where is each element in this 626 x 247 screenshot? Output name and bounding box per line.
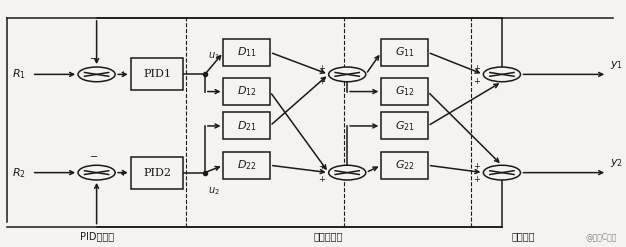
Text: $+$: $+$ — [118, 69, 126, 79]
Text: $+$: $+$ — [473, 63, 481, 73]
Text: $+$: $+$ — [319, 174, 327, 184]
Text: $+$: $+$ — [473, 76, 481, 85]
Text: @我爱C编程: @我爱C编程 — [585, 232, 617, 241]
Text: 解耦控制器: 解耦控制器 — [314, 231, 343, 242]
Text: $G_{12}$: $G_{12}$ — [394, 85, 414, 99]
Circle shape — [329, 165, 366, 180]
Text: $-$: $-$ — [89, 150, 98, 161]
Circle shape — [78, 165, 115, 180]
Text: $y_1$: $y_1$ — [610, 59, 623, 71]
Text: $G_{11}$: $G_{11}$ — [394, 45, 414, 59]
Text: $+$: $+$ — [319, 63, 327, 73]
Text: $R_1$: $R_1$ — [12, 67, 26, 81]
Text: $y_2$: $y_2$ — [610, 157, 623, 169]
Text: $D_{12}$: $D_{12}$ — [237, 85, 257, 99]
Text: $+$: $+$ — [118, 168, 126, 178]
Text: $u_2$: $u_2$ — [208, 185, 220, 197]
FancyBboxPatch shape — [381, 112, 428, 140]
Circle shape — [483, 67, 520, 82]
Text: $G_{21}$: $G_{21}$ — [394, 119, 414, 133]
FancyBboxPatch shape — [131, 58, 183, 90]
FancyBboxPatch shape — [223, 78, 270, 105]
Text: $-$: $-$ — [89, 52, 98, 62]
FancyBboxPatch shape — [131, 157, 183, 189]
Text: 被控对象: 被控对象 — [512, 231, 535, 242]
Text: $G_{22}$: $G_{22}$ — [394, 158, 414, 172]
FancyBboxPatch shape — [223, 112, 270, 140]
Text: $+$: $+$ — [319, 162, 327, 171]
FancyBboxPatch shape — [223, 39, 270, 66]
FancyBboxPatch shape — [381, 39, 428, 66]
Text: PID1: PID1 — [143, 69, 171, 79]
Circle shape — [78, 67, 115, 82]
Text: $+$: $+$ — [473, 162, 481, 171]
Text: $+$: $+$ — [319, 76, 327, 85]
Text: $+$: $+$ — [473, 174, 481, 184]
FancyBboxPatch shape — [223, 152, 270, 179]
Text: PID控制器: PID控制器 — [80, 231, 114, 242]
FancyBboxPatch shape — [381, 152, 428, 179]
Text: $u_1$: $u_1$ — [208, 50, 220, 62]
Text: PID2: PID2 — [143, 168, 171, 178]
Circle shape — [329, 67, 366, 82]
Text: $D_{21}$: $D_{21}$ — [237, 119, 257, 133]
Text: $R_2$: $R_2$ — [12, 166, 26, 180]
FancyBboxPatch shape — [381, 78, 428, 105]
Circle shape — [483, 165, 520, 180]
Text: $D_{22}$: $D_{22}$ — [237, 158, 257, 172]
Text: $D_{11}$: $D_{11}$ — [237, 45, 257, 59]
